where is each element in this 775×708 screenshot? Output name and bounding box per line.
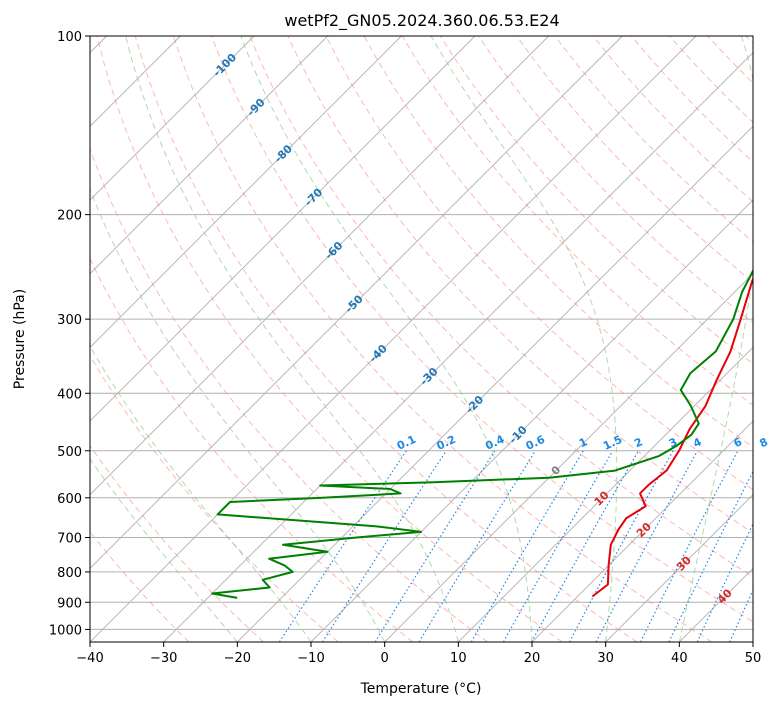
temperature-profile-line: [591, 276, 753, 598]
y-tick-label: 400: [57, 387, 82, 402]
dry-adiabat-line: [134, 36, 638, 642]
plot-frame: [89, 35, 754, 643]
x-tick-label: 0: [381, 651, 389, 666]
isotherm-line: [531, 420, 753, 642]
moist-adiabat-line: [90, 457, 238, 642]
x-tick-label: −30: [150, 651, 177, 666]
dry-adiabat-line: [172, 36, 712, 642]
x-axis-label: Temperature (°C): [360, 681, 482, 697]
mixing-ratio-line: [668, 470, 753, 642]
dry-adiabat-line: [287, 36, 753, 534]
x-tick-label: 10: [450, 651, 467, 666]
mixing-ratio-line: [418, 450, 536, 642]
isotherm-line: [605, 494, 753, 642]
isotherm-line: [90, 36, 402, 348]
isotherm-line: [384, 273, 753, 642]
dewpoint-profile-line: [211, 268, 753, 599]
isotherm-line: [90, 36, 623, 569]
dry-adiabat-line: [90, 444, 264, 642]
y-tick-label: 1000: [49, 623, 82, 638]
y-tick-label: 900: [57, 596, 82, 611]
moist-adiabat-line: [90, 344, 312, 642]
y-tick-label: 500: [57, 445, 82, 460]
dry-adiabat-line: [211, 36, 753, 623]
moist-adiabat-line: [678, 36, 753, 642]
y-axis-ticks: 100 200 300 400 500 600 700 800 900 1000: [49, 30, 90, 638]
sounding-profiles: [211, 268, 753, 599]
mixing-ratio-line: [321, 450, 447, 642]
isotherm-line: [237, 125, 753, 642]
mixing-ratio-line: [531, 450, 640, 642]
moist-adiabat-line: [125, 36, 459, 642]
mixing-ratio-line: [568, 450, 674, 642]
x-tick-label: 40: [671, 651, 688, 666]
dry-adiabat-line: [90, 257, 414, 642]
y-tick-label: 700: [57, 532, 82, 547]
y-axis-label: Pressure (hPa): [12, 289, 28, 389]
isotherm-line: [90, 36, 328, 275]
moist-adiabat-line: [430, 36, 618, 642]
isotherm-line: [90, 36, 697, 642]
dry-adiabat-line: [96, 36, 563, 642]
y-tick-label: 100: [57, 30, 82, 45]
x-tick-label: 30: [597, 651, 614, 666]
x-tick-label: −20: [224, 651, 251, 666]
moist-adiabat-line: [90, 188, 386, 642]
isotherm-line: [90, 36, 476, 422]
isotherm-line: [90, 36, 549, 496]
mixing-ratio-line: [595, 450, 698, 642]
x-axis-ticks: −40 −30 −20 −10 0 10 20 30 40 50: [76, 642, 761, 666]
y-tick-label: 300: [57, 313, 82, 328]
isotherm-line: [163, 52, 753, 642]
chart-title: wetPf2_GN05.2024.360.06.53.E24: [284, 11, 559, 31]
dry-adiabat-line: [325, 36, 753, 491]
x-tick-label: −10: [297, 651, 324, 666]
y-tick-label: 800: [57, 566, 82, 581]
dry-adiabat-line: [249, 36, 753, 578]
dry-adiabat-line: [516, 36, 753, 283]
dry-adiabat-line: [90, 354, 339, 642]
x-tick-label: −40: [76, 651, 103, 666]
y-tick-label: 200: [57, 209, 82, 224]
x-tick-label: 50: [745, 651, 762, 666]
background-lines: [90, 36, 753, 642]
isotherm-line: [458, 346, 753, 642]
y-tick-label: 600: [57, 492, 82, 507]
x-tick-label: 20: [524, 651, 541, 666]
moist-adiabat-line: [240, 36, 533, 642]
isotherm-line: [90, 36, 255, 201]
